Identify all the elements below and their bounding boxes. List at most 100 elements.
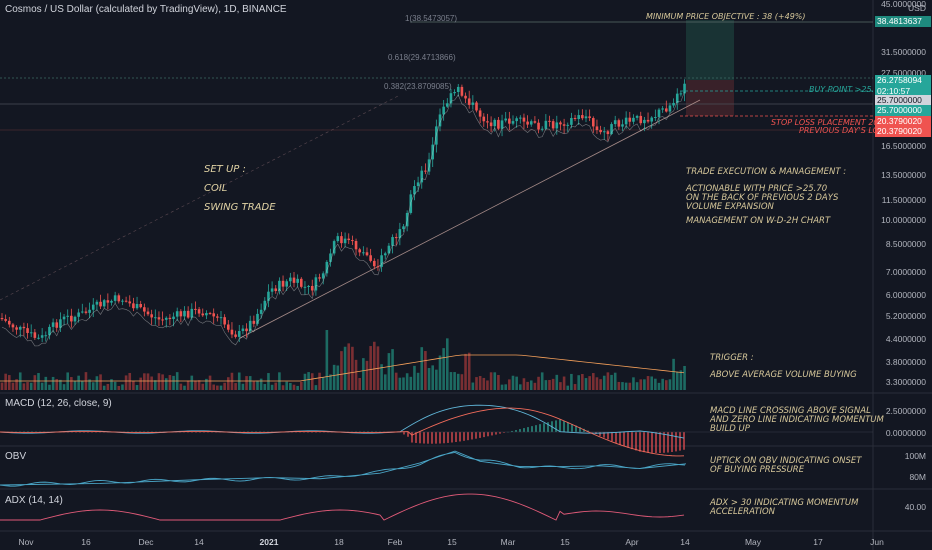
macd-histogram-bar — [247, 431, 249, 432]
price-tick: 7.0000000 — [885, 267, 926, 277]
volume-bar — [449, 372, 453, 390]
macd-histogram-bar — [643, 432, 645, 453]
candle-body — [150, 314, 153, 318]
support-trendline — [239, 99, 701, 339]
volume-bar — [533, 382, 537, 390]
candle-body — [402, 226, 405, 230]
volume-bar — [336, 365, 340, 390]
volume-bar — [380, 364, 383, 390]
prev-low-label: PREVIOUS DAY'S LOW — [799, 126, 887, 135]
macd-histogram-bar — [495, 432, 497, 435]
candle-body — [351, 240, 354, 242]
macd-histogram-bar — [27, 431, 29, 432]
adx-tick: 40.00 — [904, 502, 926, 512]
volume-bar — [62, 384, 66, 390]
macd-histogram-bar — [83, 432, 85, 433]
candle-body — [522, 117, 526, 122]
candle-body — [453, 92, 456, 94]
candle-body — [99, 301, 102, 307]
candle-body — [610, 124, 613, 135]
macd-histogram-bar — [307, 432, 309, 433]
obv-title: OBV — [5, 451, 27, 462]
time-tick: 2021 — [259, 537, 279, 547]
candle-body — [365, 252, 369, 256]
candle-body — [635, 115, 639, 118]
signal-line — [0, 407, 685, 457]
volume-bar — [420, 347, 424, 390]
macd-histogram-bar — [359, 431, 361, 432]
volume-bar — [183, 385, 186, 390]
macd-note-2: AND ZERO LINE INDICATING MOMENTUM — [710, 415, 884, 425]
volume-bar — [22, 383, 26, 390]
volume-bar — [329, 374, 332, 390]
volume-bar — [632, 377, 635, 390]
volume-bar — [566, 385, 570, 390]
macd-note-3: BUILD UP — [710, 424, 750, 434]
prev-low-tag: 20.3790020 — [875, 126, 931, 137]
volume-bar — [599, 379, 602, 390]
macd-histogram-bar — [535, 425, 537, 432]
candle-body — [113, 295, 117, 301]
trade-line-3: VOLUME EXPANSION — [686, 202, 774, 212]
volume-bar — [548, 379, 551, 390]
trade-line-1: ACTIONABLE WITH PRICE >25.70 — [686, 184, 828, 194]
volume-bar — [635, 382, 639, 390]
macd-histogram-bar — [635, 432, 637, 451]
swing-label: SWING TRADE — [204, 202, 276, 213]
macd-histogram-bar — [419, 432, 421, 444]
candle-body — [289, 277, 292, 282]
macd-histogram-bar — [639, 432, 641, 452]
volume-bar — [73, 380, 77, 390]
macd-histogram-bar — [487, 432, 489, 437]
candle-body — [81, 311, 84, 313]
candle-body — [117, 295, 121, 302]
obv-note-1: UPTICK ON OBV INDICATING ONSET — [710, 456, 862, 466]
macd-histogram-bar — [187, 432, 189, 433]
candle-body — [18, 326, 22, 330]
macd-histogram-bar — [563, 420, 565, 432]
candle-body — [595, 126, 599, 130]
chart-title: Cosmos / US Dollar (calculated by Tradin… — [5, 4, 287, 15]
candle-body — [48, 326, 51, 336]
macd-histogram-bar — [543, 423, 545, 432]
candle-body — [29, 332, 33, 334]
volume-bar — [139, 377, 142, 390]
volume-bar — [643, 379, 646, 390]
candle-body — [632, 117, 635, 122]
macd-histogram-bar — [451, 432, 453, 443]
candle-body — [413, 186, 416, 195]
volume-bar — [610, 374, 613, 390]
macd-histogram-bar — [375, 431, 377, 432]
volume-bar — [4, 373, 7, 390]
volume-bar — [555, 374, 559, 390]
macd-note-1: MACD LINE CROSSING ABOVE SIGNAL — [710, 406, 871, 416]
candle-body — [526, 121, 529, 125]
candle-body — [665, 108, 668, 112]
volume-bar — [256, 380, 259, 390]
macd-histogram-bar — [679, 432, 681, 451]
macd-histogram-bar — [263, 431, 265, 432]
candle-body — [161, 319, 164, 321]
price-tick: 31.5000000 — [881, 47, 926, 57]
macd-histogram-bar — [523, 428, 525, 432]
buy-point-label: BUY POINT >25.70 — [809, 85, 885, 94]
volume-bar — [40, 382, 44, 390]
setup-label: SET UP : — [204, 164, 246, 175]
price-tick: 3.3000000 — [885, 377, 926, 387]
volume-bar — [602, 375, 606, 390]
macd-histogram-bar — [471, 432, 473, 440]
candle-body — [675, 93, 679, 103]
candle-body — [190, 308, 194, 318]
volume-bar — [482, 377, 486, 390]
macd-histogram-bar — [647, 432, 649, 453]
volume-bar — [471, 382, 475, 390]
volume-bar — [402, 377, 405, 390]
candle-body — [197, 309, 201, 314]
volume-bar — [11, 382, 15, 390]
candle-body — [442, 106, 445, 115]
objective-note: MINIMUM PRICE OBJECTIVE : 38 (+49%) — [646, 12, 806, 21]
candle-body — [380, 255, 383, 267]
candle-body — [325, 261, 329, 274]
stop-loss-label: STOP LOSS PLACEMENT 20.37 — [771, 118, 892, 127]
volume-bar — [551, 378, 555, 390]
